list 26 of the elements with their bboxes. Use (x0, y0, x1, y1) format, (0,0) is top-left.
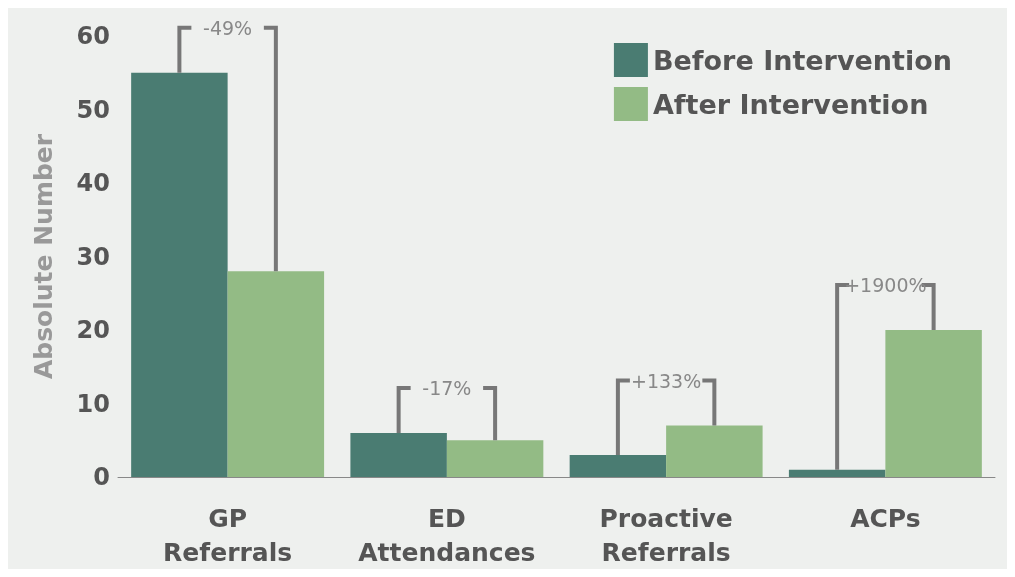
legend-label: After Intervention (652, 88, 929, 120)
x-tick-label: GP Referrals (163, 503, 293, 567)
annotation: +133% (631, 369, 702, 392)
x-tick-label: Proactive Referrals (599, 503, 733, 567)
y-tick-label: 10 (76, 389, 110, 418)
y-axis-title: Absolute Number (29, 133, 58, 380)
bar (227, 271, 325, 477)
x-tick-label: ACPs (850, 503, 921, 533)
bar (446, 440, 544, 477)
annotation: +1900% (844, 274, 927, 296)
y-tick-label: 40 (76, 169, 110, 197)
y-tick-label: 60 (76, 22, 110, 50)
annotation: -17% (422, 376, 472, 399)
y-tick-label: 20 (76, 316, 110, 344)
bar (666, 425, 763, 477)
legend-label: Before Intervention (652, 44, 953, 76)
bar (131, 72, 228, 477)
y-tick-label: 30 (76, 242, 110, 271)
bar (788, 469, 886, 477)
bar (569, 454, 667, 477)
bar (885, 330, 982, 477)
y-tick-label: 0 (93, 463, 110, 491)
bar (350, 432, 447, 477)
annotation: -49% (203, 16, 253, 39)
y-tick-label: 50 (76, 95, 110, 124)
x-tick-label: ED Attendances (358, 503, 536, 567)
